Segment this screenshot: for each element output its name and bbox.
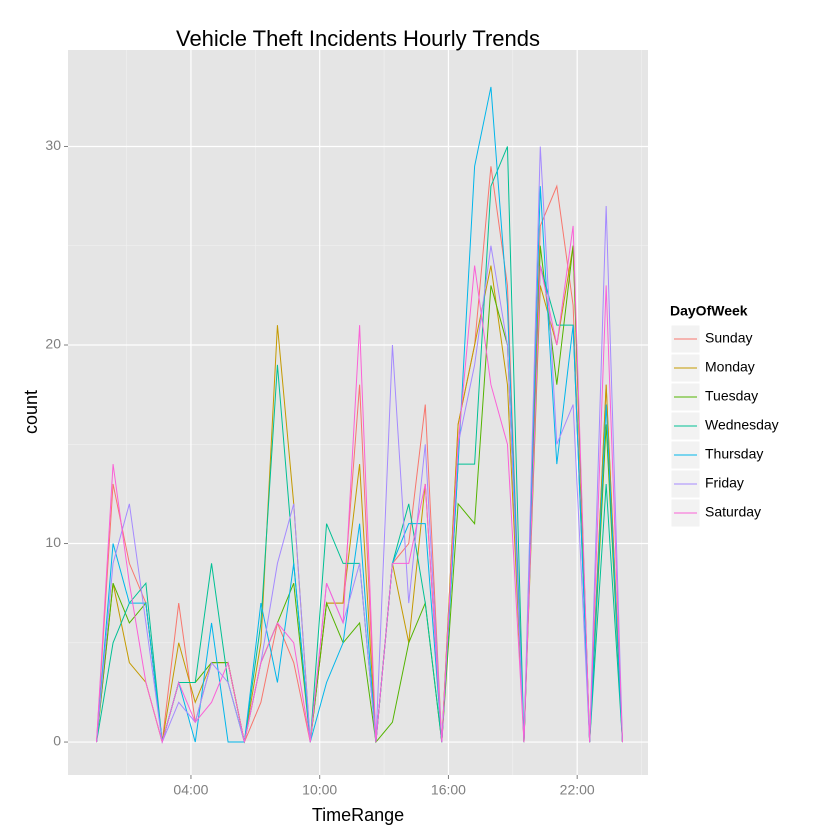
legend-label: Monday — [705, 359, 755, 375]
x-axis-label: TimeRange — [312, 805, 404, 825]
y-axis-label: count — [21, 390, 41, 434]
x-tick-label: 22:00 — [560, 782, 595, 798]
y-tick-label: 20 — [45, 336, 61, 352]
y-tick-label: 10 — [45, 534, 61, 550]
y-tick-label: 0 — [53, 733, 61, 749]
x-tick-label: 04:00 — [173, 782, 208, 798]
legend-label: Tuesday — [705, 388, 758, 404]
series-line — [96, 225, 623, 744]
series-line — [96, 146, 623, 744]
x-tick-label: 16:00 — [431, 782, 466, 798]
x-tick-label: 10:00 — [302, 782, 337, 798]
legend-label: Sunday — [705, 330, 752, 346]
chart-title: Vehicle Theft Incidents Hourly Trends — [176, 26, 540, 51]
legend-label: Friday — [705, 475, 744, 491]
legend-label: Wednesday — [705, 417, 779, 433]
y-tick-label: 30 — [45, 137, 61, 153]
legend-label: Thursday — [705, 446, 763, 462]
legend-title: DayOfWeek — [670, 303, 748, 319]
legend-label: Saturday — [705, 504, 761, 520]
series-line — [96, 86, 623, 743]
